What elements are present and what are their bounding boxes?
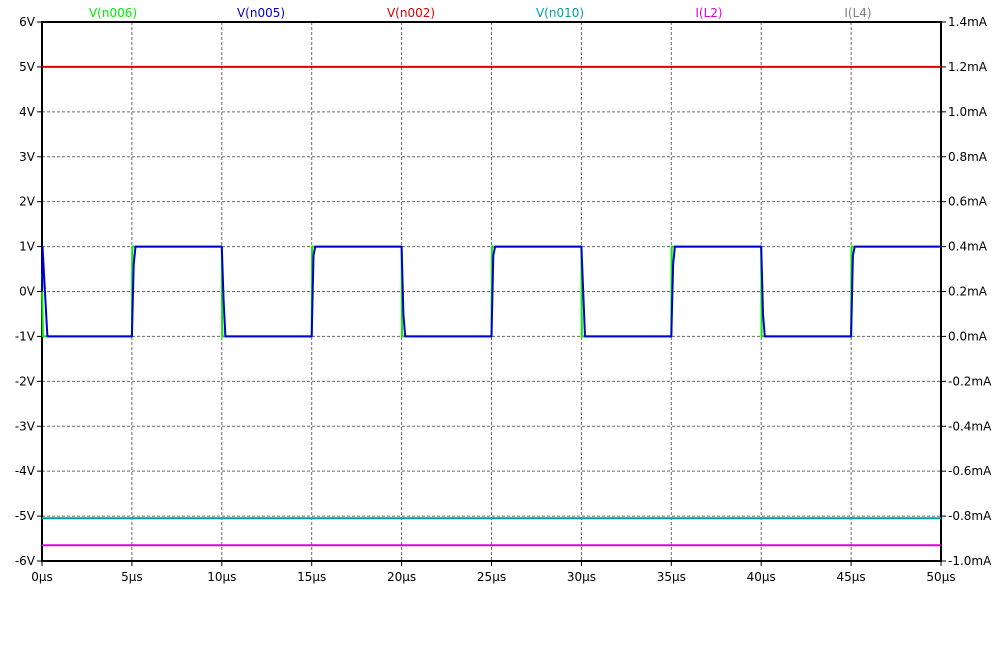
y-left-tick-label: 2V bbox=[19, 195, 36, 209]
y-left-tick-label: 4V bbox=[19, 105, 36, 119]
y-left-tick-label: -2V bbox=[15, 374, 36, 388]
x-tick-label: 20µs bbox=[387, 570, 416, 584]
legend-entry-V(n005): V(n005) bbox=[237, 6, 285, 20]
y-left-tick-label: -5V bbox=[15, 509, 36, 523]
y-left-tick-label: 0V bbox=[19, 285, 36, 299]
legend-entry-V(n010): V(n010) bbox=[536, 6, 584, 20]
x-tick-label: 15µs bbox=[297, 570, 326, 584]
traces bbox=[41, 65, 941, 547]
x-tick-label: 35µs bbox=[657, 570, 686, 584]
y-right-tick-label: -0.8mA bbox=[948, 509, 992, 523]
y-right-tick-label: 0.4mA bbox=[948, 240, 988, 254]
y-left-tick-label: -3V bbox=[15, 419, 36, 433]
legend-entry-I(L4): I(L4) bbox=[844, 6, 871, 20]
y-axis-right: 1.4mA 1.2mA 1.0mA 0.8mA 0.6mA 0.4mA 0.2mA 0.0mA… bbox=[941, 15, 992, 568]
legend: V(n006) V(n005) V(n002) V(n010) I(L2) I(L4) bbox=[89, 6, 872, 20]
x-tick-label: 25µs bbox=[477, 570, 506, 584]
x-tick-label: 30µs bbox=[567, 570, 596, 584]
y-right-tick-label: -0.2mA bbox=[948, 374, 992, 388]
y-left-tick-label: 3V bbox=[19, 150, 36, 164]
y-right-tick-label: 0.8mA bbox=[948, 150, 988, 164]
y-right-tick-label: 1.0mA bbox=[948, 105, 988, 119]
y-left-tick-label: -4V bbox=[15, 464, 36, 478]
series-line-V(n005) bbox=[41, 245, 941, 338]
y-left-tick-label: -6V bbox=[15, 554, 36, 568]
y-left-tick-label: 1V bbox=[19, 240, 36, 254]
y-left-tick-label: 6V bbox=[19, 15, 36, 29]
y-right-tick-label: 1.4mA bbox=[948, 15, 988, 29]
x-tick-label: 10µs bbox=[207, 570, 236, 584]
y-right-tick-label: 0.6mA bbox=[948, 195, 988, 209]
y-left-tick-label: 5V bbox=[19, 60, 36, 74]
y-right-tick-label: 0.0mA bbox=[948, 329, 988, 343]
y-right-tick-label: 1.2mA bbox=[948, 60, 988, 74]
y-right-tick-label: -1.0mA bbox=[948, 554, 992, 568]
y-axis-left: 6V 5V 4V 3V 2V 1V 0V -1V -2V -3V -4V -5V -6V bbox=[15, 15, 42, 568]
y-right-tick-label: 0.2mA bbox=[948, 285, 988, 299]
x-tick-label: 50µs bbox=[926, 570, 955, 584]
x-tick-label: 45µs bbox=[837, 570, 866, 584]
legend-entry-V(n006): V(n006) bbox=[89, 6, 137, 20]
x-tick-label: 5µs bbox=[121, 570, 143, 584]
x-tick-label: 40µs bbox=[747, 570, 776, 584]
y-left-tick-label: -1V bbox=[15, 329, 36, 343]
legend-entry-V(n002): V(n002) bbox=[387, 6, 435, 20]
y-right-tick-label: -0.4mA bbox=[948, 419, 992, 433]
x-axis: 0µs 5µs 10µs 15µs 20µs 25µs 30µs 35µs 40µs 45µs 50… bbox=[31, 561, 956, 584]
y-right-tick-label: -0.6mA bbox=[948, 464, 992, 478]
x-tick-label: 0µs bbox=[31, 570, 53, 584]
legend-entry-I(L2): I(L2) bbox=[695, 6, 722, 20]
